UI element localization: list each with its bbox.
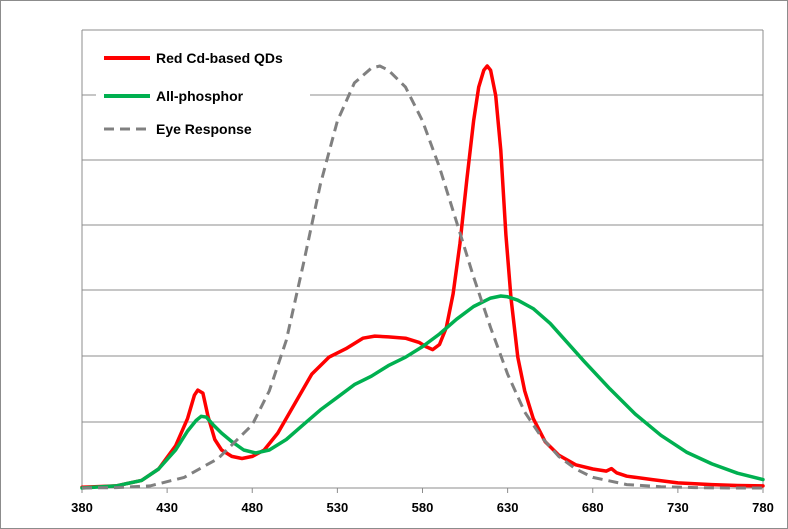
x-tick-label: 530	[327, 500, 349, 515]
series-layer	[80, 64, 765, 490]
series-line-2	[80, 294, 765, 490]
x-tick-label: 730	[667, 500, 689, 515]
legend-label-3: Eye Response	[156, 121, 252, 137]
legend-label-2: All-phosphor	[156, 88, 244, 104]
series-line-1	[80, 64, 765, 489]
series-line-3	[81, 64, 763, 490]
x-tick-label: 680	[582, 500, 604, 515]
x-tick-label: 380	[71, 500, 93, 515]
legend-label-1: Red Cd-based QDs	[156, 50, 283, 66]
x-tick-label: 480	[241, 500, 263, 515]
x-tick-label: 580	[412, 500, 434, 515]
x-tick-label: 630	[497, 500, 519, 515]
legend: Red Cd-based QDs All-phosphor Eye Response	[96, 42, 310, 146]
x-tick-label: 430	[156, 500, 178, 515]
x-tick-label: 780	[752, 500, 774, 515]
axes: 380 430 480 530 580 630 680 730 780	[71, 30, 774, 515]
